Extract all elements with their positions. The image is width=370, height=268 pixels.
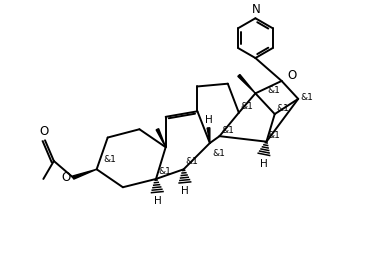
Text: &1: &1 — [104, 155, 117, 164]
Polygon shape — [73, 169, 97, 179]
Text: &1: &1 — [186, 157, 199, 166]
Text: H: H — [154, 196, 161, 206]
Text: &1: &1 — [268, 131, 281, 140]
Text: H: H — [181, 187, 189, 196]
Polygon shape — [156, 129, 166, 147]
Polygon shape — [238, 75, 255, 93]
Text: N: N — [252, 3, 260, 16]
Text: &1: &1 — [212, 148, 225, 158]
Text: O: O — [39, 125, 48, 137]
Text: &1: &1 — [240, 102, 253, 111]
Text: H: H — [260, 159, 268, 169]
Text: &1: &1 — [158, 167, 171, 176]
Polygon shape — [207, 128, 210, 143]
Text: O: O — [61, 171, 70, 184]
Text: &1: &1 — [276, 104, 289, 113]
Text: O: O — [287, 69, 296, 82]
Text: &1: &1 — [268, 87, 280, 95]
Text: H: H — [205, 115, 212, 125]
Text: &1: &1 — [300, 93, 313, 102]
Text: &1: &1 — [221, 126, 234, 135]
